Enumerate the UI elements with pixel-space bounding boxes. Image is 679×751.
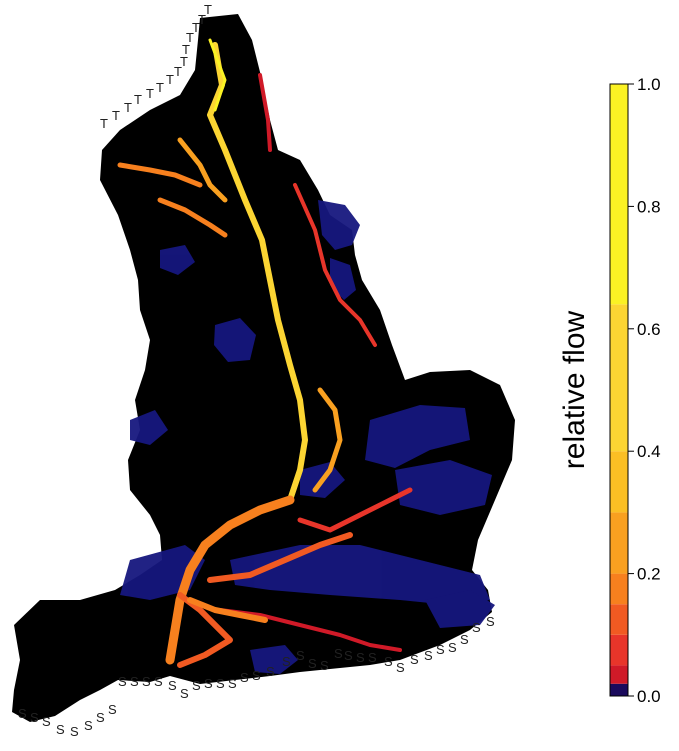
coast-marker-s: S bbox=[70, 724, 79, 739]
coast-marker-s: S bbox=[308, 656, 317, 671]
land-mass bbox=[12, 14, 515, 722]
coast-marker-t: T bbox=[204, 2, 212, 17]
colorbar-band bbox=[610, 634, 628, 666]
colorbar-band bbox=[610, 573, 628, 605]
coast-marker-s: S bbox=[436, 642, 445, 657]
colorbar: 1.0 0.8 0.6 0.4 0.2 0.0 relative flow bbox=[560, 75, 661, 706]
coast-marker-s: S bbox=[216, 676, 225, 691]
colorbar-ticks: 1.0 0.8 0.6 0.4 0.2 0.0 bbox=[628, 75, 661, 706]
colorbar-band bbox=[610, 84, 628, 305]
coast-marker-s: S bbox=[448, 640, 457, 655]
coast-marker-s: S bbox=[344, 648, 353, 663]
coast-marker-s: S bbox=[282, 654, 291, 669]
coast-marker-s: S bbox=[266, 664, 275, 679]
coast-marker-s: S bbox=[56, 722, 65, 737]
coast-marker-s: S bbox=[142, 674, 151, 689]
coast-marker-t: T bbox=[124, 100, 132, 115]
coast-marker-s: S bbox=[84, 718, 93, 733]
coast-marker-s: S bbox=[296, 648, 305, 663]
flow-paths bbox=[117, 38, 413, 668]
coast-marker-s: S bbox=[460, 632, 469, 647]
colorbar-band bbox=[610, 665, 628, 684]
coast-marker-t: T bbox=[112, 108, 120, 123]
coast-marker-s: S bbox=[356, 650, 365, 665]
coast-marker-s: S bbox=[96, 710, 105, 725]
coast-marker-t: T bbox=[100, 116, 108, 131]
coast-marker-s: S bbox=[108, 702, 117, 717]
colorbar-label: relative flow bbox=[560, 310, 591, 469]
coast-marker-s: S bbox=[472, 620, 481, 635]
coast-marker-s: S bbox=[118, 674, 127, 689]
colorbar-tick-label: 0.0 bbox=[637, 687, 661, 706]
coast-marker-t: T bbox=[198, 12, 206, 27]
coast-marker-s: S bbox=[320, 658, 329, 673]
coast-marker-s: S bbox=[18, 706, 27, 721]
coast-marker-s: S bbox=[180, 686, 189, 701]
colorbar-band bbox=[610, 683, 628, 696]
coast-marker-s: S bbox=[192, 678, 201, 693]
coast-marker-s: S bbox=[228, 676, 237, 691]
coast-marker-t: T bbox=[156, 80, 164, 95]
coast-marker-s: S bbox=[384, 654, 393, 669]
colorbar-bands bbox=[610, 84, 628, 696]
coast-marker-t: T bbox=[166, 72, 174, 87]
coast-marker-s: S bbox=[154, 674, 163, 689]
colorbar-tick-label: 0.8 bbox=[637, 197, 661, 216]
colorbar-band bbox=[610, 512, 628, 574]
colorbar-band bbox=[610, 451, 628, 513]
colorbar-tick-label: 0.6 bbox=[637, 320, 661, 339]
coast-marker-t: T bbox=[180, 54, 188, 69]
colorbar-tick-label: 0.4 bbox=[637, 442, 661, 461]
colorbar-band bbox=[610, 304, 628, 452]
coast-marker-s: S bbox=[424, 648, 433, 663]
coast-marker-t: T bbox=[186, 30, 194, 45]
coast-marker-s: S bbox=[486, 614, 495, 629]
coast-marker-t: T bbox=[146, 86, 154, 101]
coast-marker-s: S bbox=[334, 646, 343, 661]
coast-marker-s: S bbox=[410, 652, 419, 667]
coast-marker-t: T bbox=[182, 42, 190, 57]
coast-marker-s: S bbox=[252, 668, 261, 683]
colorbar-tick-label: 1.0 bbox=[637, 75, 661, 94]
coast-marker-s: S bbox=[30, 710, 39, 725]
coast-marker-s: S bbox=[130, 674, 139, 689]
coast-marker-s: S bbox=[42, 714, 51, 729]
coast-marker-s: S bbox=[168, 678, 177, 693]
coast-marker-s: S bbox=[368, 650, 377, 665]
colorbar-band bbox=[610, 604, 628, 635]
coast-marker-t: T bbox=[134, 92, 142, 107]
coast-marker-t: T bbox=[174, 64, 182, 79]
colorbar-frame bbox=[609, 83, 629, 697]
colorbar-tick-label: 0.2 bbox=[637, 565, 661, 584]
coast-marker-s: S bbox=[240, 670, 249, 685]
coast-marker-s: S bbox=[396, 660, 405, 675]
coast-marker-s: S bbox=[204, 676, 213, 691]
coast-marker-t: T bbox=[192, 20, 200, 35]
